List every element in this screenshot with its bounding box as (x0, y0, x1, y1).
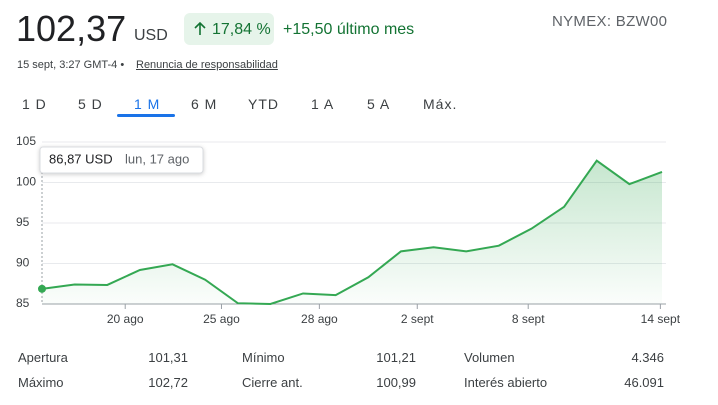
x-tick-label: 2 sept (401, 312, 434, 326)
tab-indicator (117, 114, 175, 117)
hover-point (38, 284, 46, 293)
range-tab[interactable]: 6 M (191, 96, 218, 112)
tooltip (39, 146, 204, 174)
range-tab[interactable]: 5 A (367, 96, 391, 112)
stat-label: Mínimo (242, 350, 285, 365)
range-tab[interactable]: 1 A (311, 96, 335, 112)
stat-value: 101,31 (148, 350, 188, 365)
stat-label: Interés abierto (464, 375, 548, 390)
price: 102,37 (16, 8, 127, 49)
stat-label: Máximo (18, 375, 64, 390)
stat-value: 100,99 (376, 375, 416, 390)
y-tick-label: 100 (16, 175, 36, 189)
range-tab[interactable]: 5 D (78, 96, 103, 112)
disclaimer-link[interactable]: Renuncia de responsabilidad (136, 59, 278, 71)
timestamp: 15 sept, 3:27 GMT-4 • (17, 59, 125, 71)
exchange: NYMEX: BZW00 (552, 13, 668, 30)
stat-value: 101,21 (376, 350, 416, 365)
stat-label: Volumen (464, 350, 515, 365)
stat-value: 102,72 (148, 375, 188, 390)
x-tick-label: 20 ago (107, 312, 144, 326)
up-arrow (194, 22, 206, 35)
stat-value: 46.091 (624, 375, 664, 390)
y-tick-label: 85 (16, 296, 30, 310)
range-tab[interactable]: 1 M (134, 96, 161, 112)
y-tick-label: 105 (16, 134, 36, 148)
range-tab[interactable]: 1 D (22, 96, 47, 112)
stat-label: Apertura (18, 350, 68, 365)
change-percent: 17,84 % (212, 21, 271, 38)
x-tick-label: 28 ago (301, 312, 338, 326)
range-tab[interactable]: YTD (248, 96, 279, 112)
y-tick-label: 90 (16, 256, 30, 270)
x-tick-label: 25 ago (203, 312, 240, 326)
x-tick-label: 14 sept (641, 312, 681, 326)
stat-value: 4.346 (631, 350, 664, 365)
range-tab[interactable]: Máx. (423, 96, 458, 112)
currency: USD (134, 27, 168, 44)
change-badge: 17,84 % (184, 13, 274, 45)
x-tick-label: 8 sept (512, 312, 545, 326)
y-tick-label: 95 (16, 215, 30, 229)
change-absolute: +15,50 último mes (283, 21, 415, 38)
stat-label: Cierre ant. (242, 375, 303, 390)
tooltip-value: 86,87 USD (49, 151, 113, 166)
area-fill (42, 160, 662, 304)
price-line (41, 159, 663, 306)
tooltip-date: lun, 17 ago (125, 151, 189, 166)
